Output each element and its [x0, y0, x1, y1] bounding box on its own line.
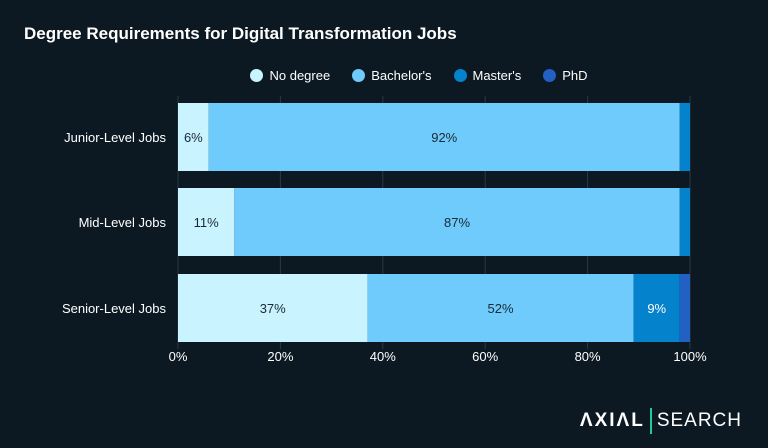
legend-item: Bachelor's: [352, 68, 432, 83]
x-tick-label: 20%: [267, 349, 293, 364]
bar-segment: [234, 188, 680, 256]
bar-segment: [679, 274, 690, 342]
category-label: Junior-Level Jobs: [64, 130, 166, 145]
x-tick-label: 0%: [169, 349, 188, 364]
category-label: Mid-Level Jobs: [79, 215, 167, 230]
bar-segment: [679, 103, 690, 171]
logo-text-axial: ΛXIΛL: [579, 410, 645, 431]
bar-segment: [178, 188, 235, 256]
logo-divider: [649, 408, 652, 434]
bar-segment: [679, 188, 690, 256]
axial-search-logo: ΛXIΛL SEARCH: [580, 408, 742, 434]
data-label: 52%: [488, 301, 514, 316]
legend-label: Bachelor's: [371, 68, 432, 83]
legend-swatch: [543, 69, 557, 82]
data-label: 6%: [184, 130, 203, 145]
logo-text-search: SEARCH: [656, 410, 742, 431]
bar-segment: [208, 103, 680, 171]
chart-title: Degree Requirements for Digital Transfor…: [24, 24, 457, 43]
legend-swatch: [453, 69, 467, 82]
x-tick-label: 60%: [472, 349, 498, 364]
legend-swatch: [250, 69, 264, 82]
x-tick-label: 80%: [575, 349, 601, 364]
data-label: 37%: [260, 301, 286, 316]
bar-segment: [633, 274, 680, 342]
legend-label: Master's: [472, 68, 522, 83]
data-label: 11%: [194, 215, 219, 230]
legend-item: Master's: [453, 68, 522, 83]
legend-label: No degree: [269, 68, 331, 83]
bar-segment: [178, 103, 209, 171]
legend-item: PhD: [543, 68, 588, 83]
category-label: Senior-Level Jobs: [62, 301, 167, 316]
legend: No degree Bachelor's Master's PhD: [0, 68, 768, 83]
legend-item: No degree: [250, 68, 330, 83]
data-label: 87%: [444, 215, 470, 230]
data-label: 9%: [647, 301, 666, 316]
x-tick-label: 40%: [370, 349, 396, 364]
legend-swatch: [352, 69, 366, 82]
legend-label: PhD: [562, 68, 588, 83]
data-label: 92%: [431, 130, 457, 145]
bar-segment: [178, 274, 368, 342]
bar-segment: [367, 274, 634, 342]
x-tick-label: 100%: [673, 349, 707, 364]
